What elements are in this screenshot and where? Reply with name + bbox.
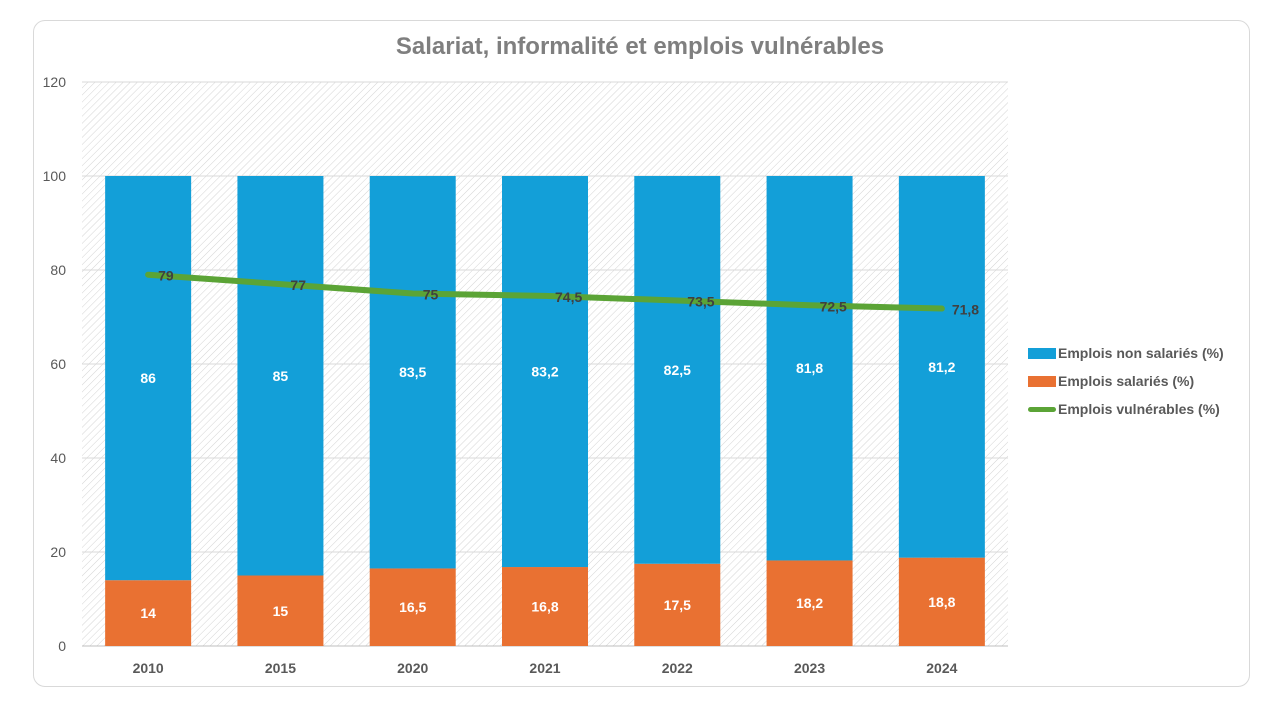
data-label-salaries: 15 — [273, 603, 289, 619]
bar-salaries — [766, 560, 853, 646]
data-label-non-salaries: 83,2 — [531, 364, 558, 380]
data-label-salaries: 14 — [140, 605, 156, 621]
data-label-vulnerables: 72,5 — [820, 298, 847, 314]
bar-salaries — [634, 563, 721, 646]
y-tick-label: 0 — [58, 638, 66, 654]
x-tick-label: 2010 — [133, 660, 164, 676]
bar-salaries — [369, 568, 456, 646]
bar-non-salaries — [237, 176, 324, 576]
data-label-vulnerables: 75 — [423, 287, 439, 303]
bar-non-salaries — [105, 176, 192, 581]
data-label-vulnerables: 77 — [290, 277, 306, 293]
chart-title: Salariat, informalité et emplois vulnéra… — [395, 33, 885, 60]
point-vulnerables — [676, 299, 679, 302]
data-label-vulnerables: 71,8 — [952, 302, 979, 318]
bar-non-salaries — [369, 176, 456, 569]
data-label-salaries: 16,8 — [531, 599, 558, 615]
data-label-salaries: 18,2 — [796, 595, 823, 611]
x-tick-label: 2020 — [397, 660, 428, 676]
point-vulnerables — [411, 292, 414, 295]
data-label-salaries: 17,5 — [664, 597, 691, 613]
legend-item-vulnerables: Emplois vulnérables (%) — [1028, 395, 1224, 423]
bar-non-salaries — [634, 176, 721, 564]
y-tick-label: 60 — [50, 356, 66, 372]
point-vulnerables — [940, 307, 943, 310]
y-tick-label: 40 — [50, 450, 66, 466]
legend-label: Emplois vulnérables (%) — [1058, 401, 1220, 417]
bar-non-salaries — [898, 176, 985, 558]
y-tick-label: 100 — [43, 168, 67, 184]
x-tick-label: 2015 — [265, 660, 296, 676]
y-tick-label: 20 — [50, 544, 66, 560]
data-label-salaries: 16,5 — [399, 599, 426, 615]
x-tick-label: 2024 — [926, 660, 957, 676]
point-vulnerables — [147, 273, 150, 276]
point-vulnerables — [279, 283, 282, 286]
data-label-non-salaries: 81,2 — [928, 359, 955, 375]
legend-swatch-blue — [1028, 347, 1056, 359]
bar-salaries — [105, 580, 192, 646]
legend-swatch-orange — [1028, 375, 1056, 387]
point-vulnerables — [544, 294, 546, 297]
bar-salaries — [898, 557, 985, 646]
data-label-non-salaries: 85 — [273, 368, 289, 384]
data-label-non-salaries: 81,8 — [796, 360, 823, 376]
data-label-non-salaries: 82,5 — [664, 362, 691, 378]
data-label-non-salaries: 86 — [140, 370, 156, 386]
legend-label: Emplois non salariés (%) — [1058, 345, 1224, 361]
data-label-vulnerables: 79 — [158, 268, 174, 284]
legend-item-non-salaries: Emplois non salariés (%) — [1028, 339, 1224, 367]
legend-swatch-line — [1028, 406, 1056, 412]
bar-non-salaries — [502, 176, 588, 568]
x-tick-label: 2023 — [794, 660, 825, 676]
x-tick-label: 2022 — [662, 660, 693, 676]
y-tick-label: 80 — [50, 262, 66, 278]
bar-non-salaries — [766, 176, 853, 561]
bar-salaries — [237, 575, 324, 646]
data-label-vulnerables: 74,5 — [555, 289, 582, 305]
legend: Emplois non salariés (%) Emplois salarié… — [1028, 339, 1224, 423]
data-label-non-salaries: 83,5 — [399, 364, 426, 380]
legend-item-salaries: Emplois salariés (%) — [1028, 367, 1224, 395]
legend-label: Emplois salariés (%) — [1058, 373, 1195, 389]
x-tick-label: 2021 — [529, 660, 560, 676]
point-vulnerables — [808, 304, 811, 307]
data-label-salaries: 18,8 — [928, 594, 955, 610]
y-tick-label: 120 — [43, 74, 67, 90]
bar-salaries — [502, 567, 588, 646]
data-label-vulnerables: 73,5 — [687, 294, 714, 310]
